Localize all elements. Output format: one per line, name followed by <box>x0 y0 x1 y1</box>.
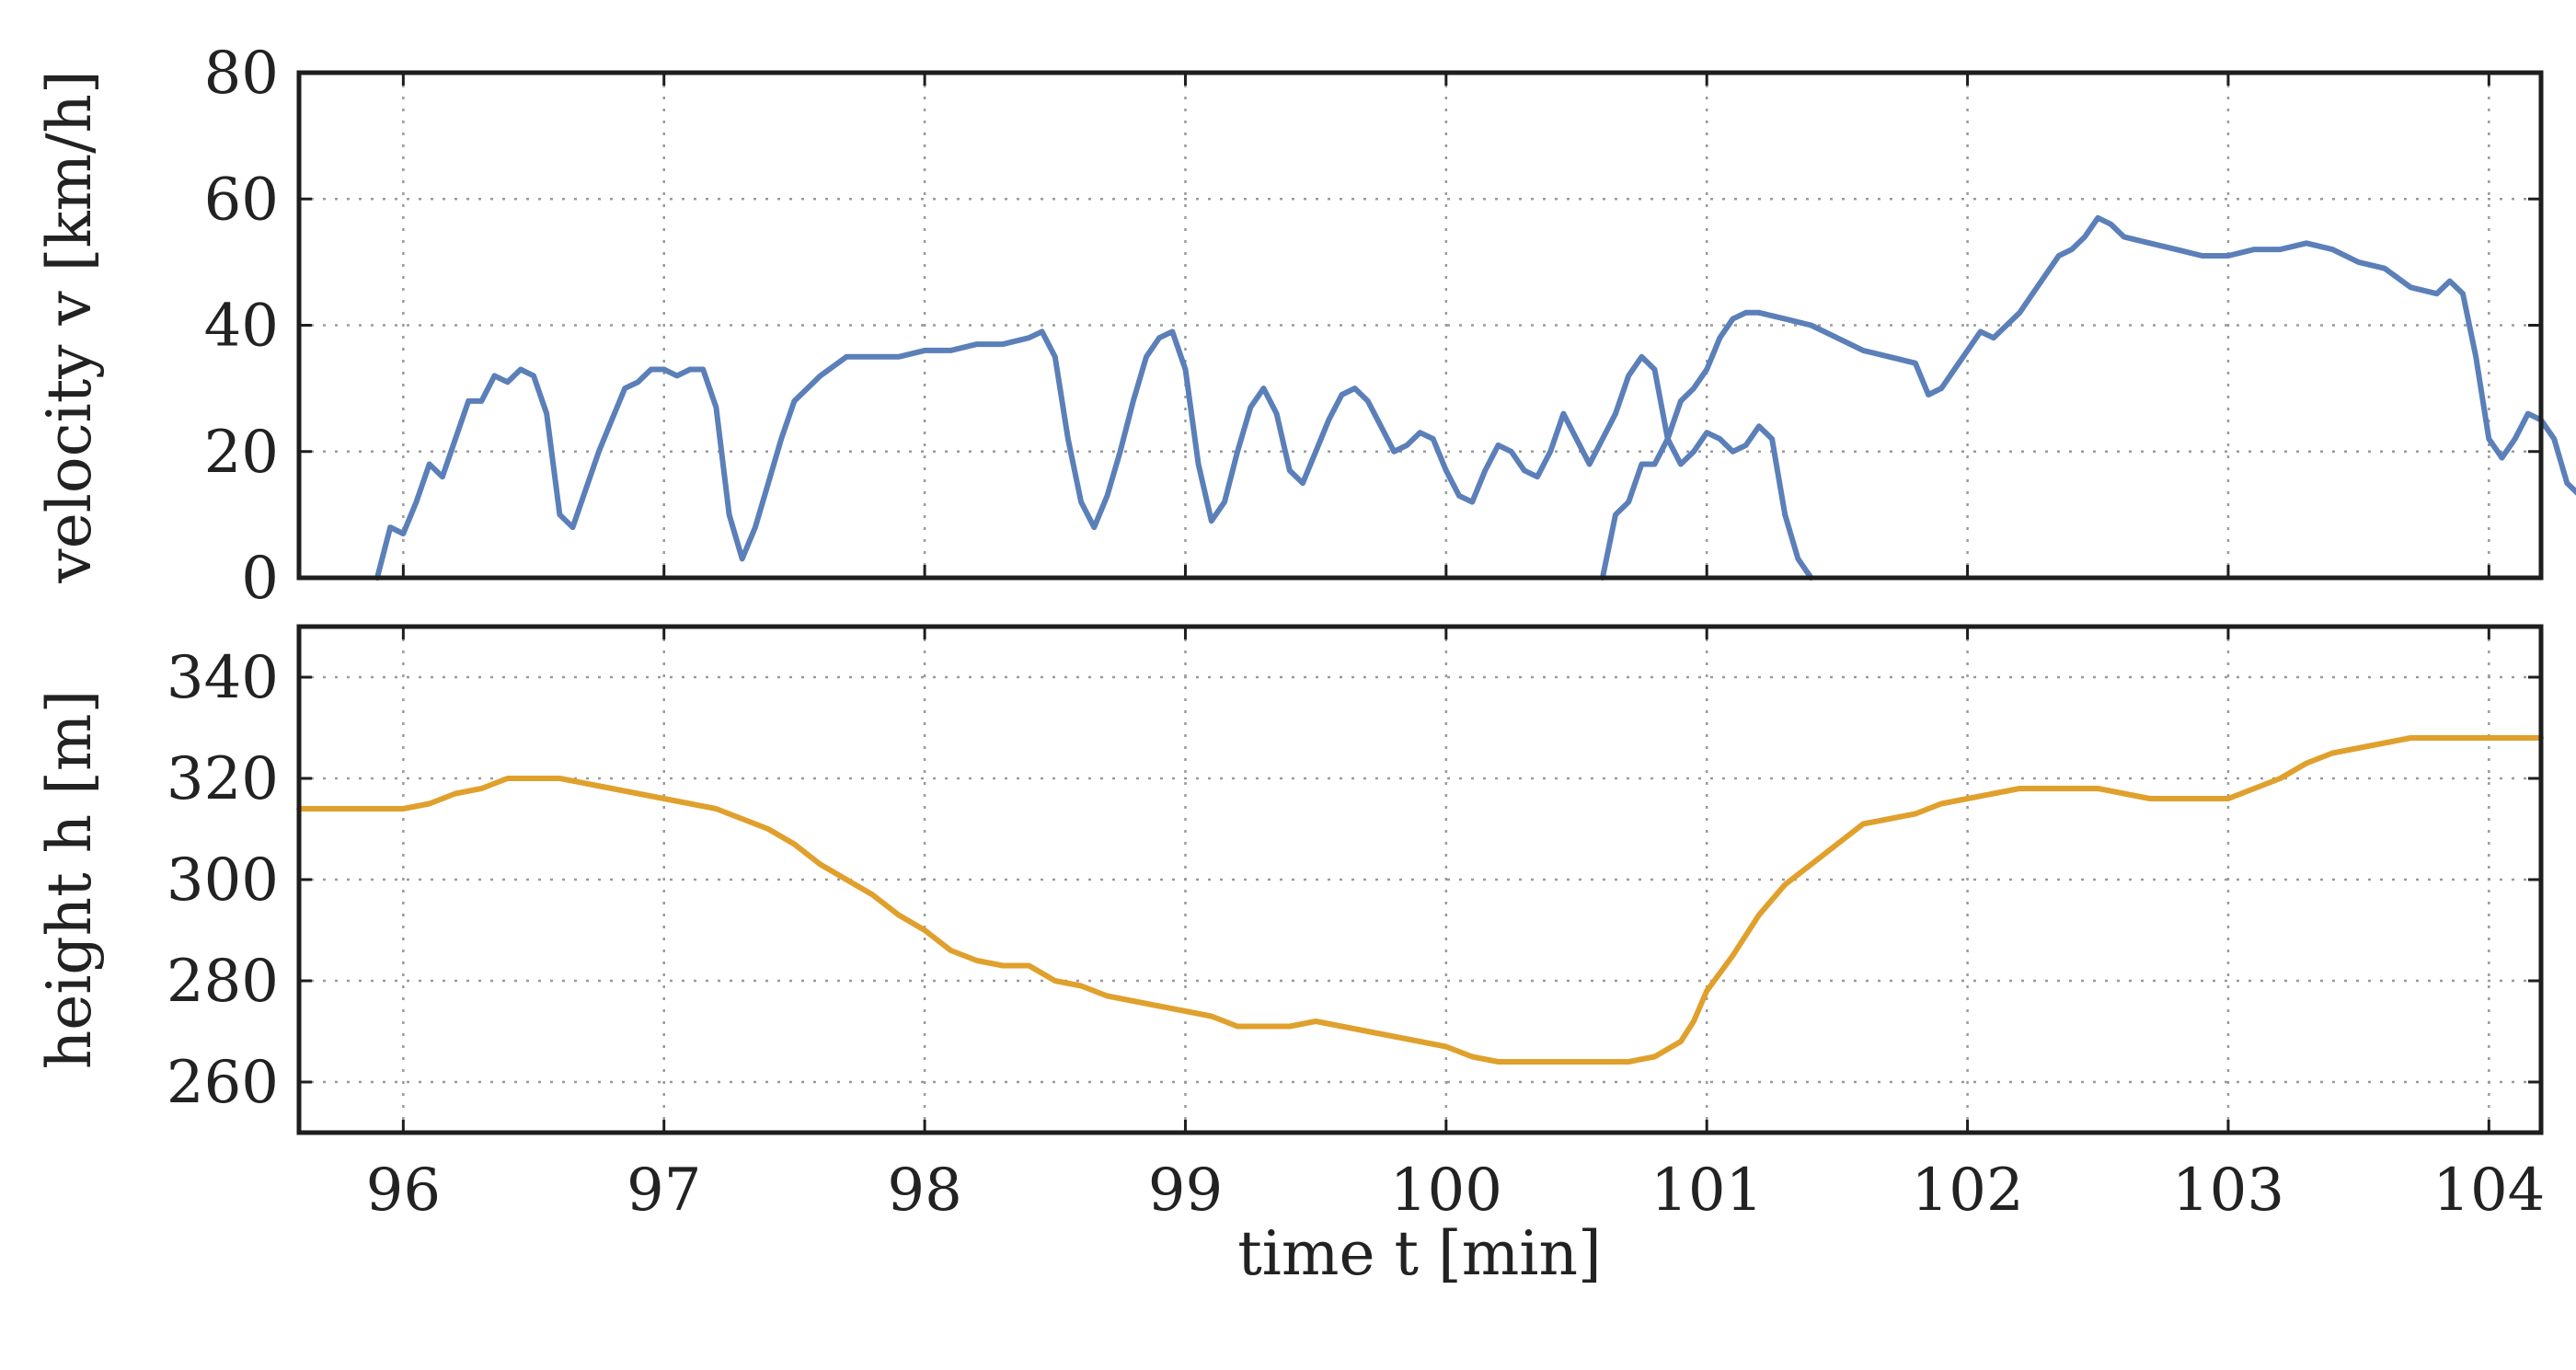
velocity-y-tick-label: 20 <box>204 419 279 487</box>
height-plot-frame <box>296 624 2544 1135</box>
velocity-series <box>374 214 2576 581</box>
x-tick-label: 98 <box>887 1157 961 1225</box>
velocity-series-line <box>1599 214 2576 581</box>
velocity-panel: 0 20 40 60 80 velocity v [km/h] <box>34 40 2576 613</box>
height-y-tick-label: 320 <box>167 745 279 813</box>
velocity-axis-label: velocity v [km/h] <box>34 70 105 583</box>
velocity-ticks: 0 20 40 60 80 <box>204 40 2541 613</box>
height-y-tick-label: 340 <box>167 644 279 712</box>
x-tick-label: 97 <box>627 1157 701 1225</box>
time-axis-label: time t [min] <box>1237 1218 1601 1289</box>
height-y-tick-label: 300 <box>167 846 279 915</box>
x-tick-label: 100 <box>1390 1157 1502 1225</box>
x-tick-label: 99 <box>1148 1157 1223 1225</box>
x-tick-label: 101 <box>1650 1157 1763 1225</box>
height-series <box>296 735 2544 1065</box>
velocity-y-tick-label: 80 <box>204 40 279 108</box>
height-ticks: 96 97 98 99 100 101 102 103 104 260 280 300 320 340 <box>167 627 2545 1225</box>
velocity-y-tick-label: 40 <box>204 293 279 361</box>
height-series-line <box>296 735 2544 1065</box>
velocity-series-line <box>374 328 1814 581</box>
height-axis-label: height h [m] <box>34 690 105 1070</box>
height-y-tick-label: 260 <box>167 1049 279 1117</box>
x-tick-label: 104 <box>2432 1157 2545 1225</box>
velocity-grid <box>299 73 2541 578</box>
x-tick-label: 96 <box>366 1157 441 1225</box>
velocity-y-tick-label: 0 <box>241 545 279 613</box>
x-tick-label: 103 <box>2172 1157 2284 1225</box>
height-y-tick-label: 280 <box>167 948 279 1016</box>
velocity-y-tick-label: 60 <box>204 166 279 234</box>
height-panel: 96 97 98 99 100 101 102 103 104 260 280 300 320 340 h… <box>34 624 2545 1289</box>
height-grid <box>299 627 2541 1133</box>
x-tick-label: 102 <box>1912 1157 2024 1225</box>
velocity-plot-frame <box>296 70 2544 581</box>
